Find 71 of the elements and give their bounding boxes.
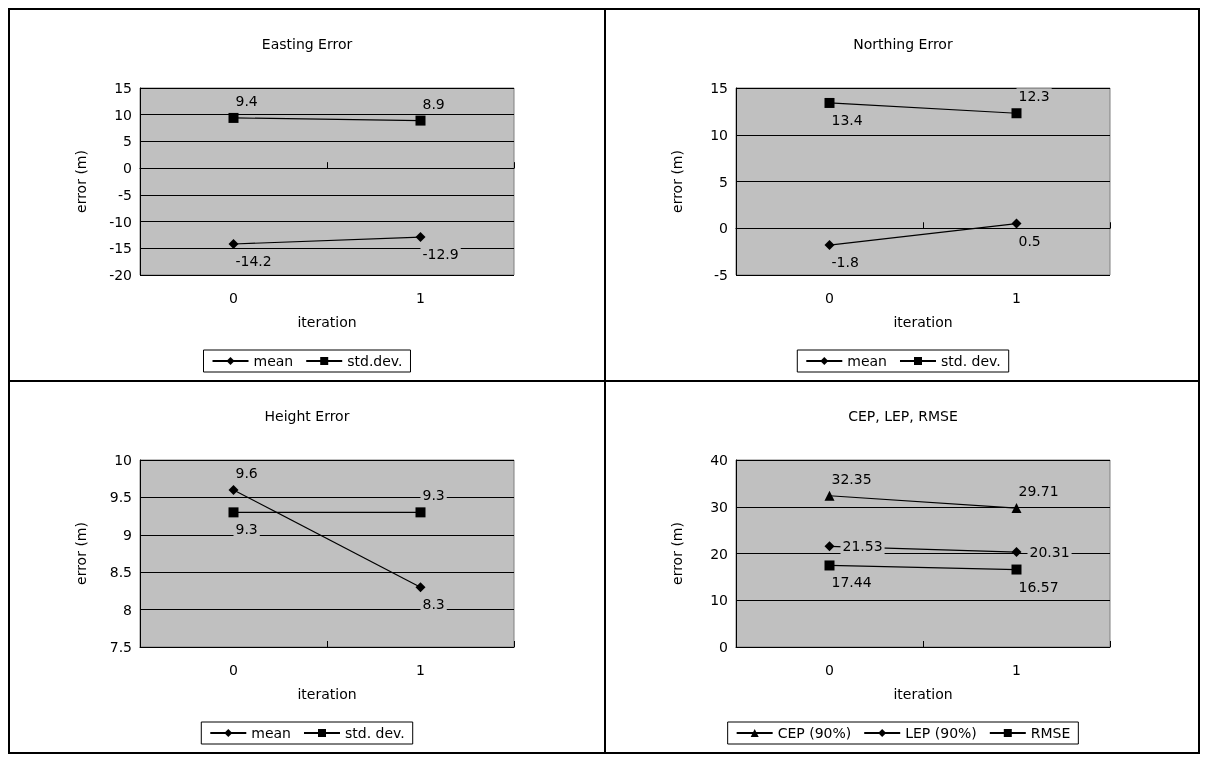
data-label: 32.35 [831,470,872,487]
y-tick-label: 5 [123,133,132,150]
x-axis-title: iteration [297,314,357,330]
data-label: 9.4 [235,92,258,109]
y-tick-label: 10 [710,126,728,143]
x-axis-title: iteration [893,686,953,702]
legend-label: mean [847,353,887,369]
chart-title: Easting Error [261,36,353,52]
data-label: 8.9 [422,95,445,112]
data-label: 0.5 [1018,232,1041,249]
chart-title: CEP, LEP, RMSE [848,408,958,424]
y-tick-label: 0 [719,639,728,655]
x-axis-title: iteration [297,686,357,702]
x-tick-label: 1 [1012,290,1021,306]
legend-label: RMSE [1030,725,1071,741]
y-axis-title: error (m) [73,150,89,213]
y-tick-label: 7.5 [109,639,132,655]
y-tick-label: 10 [114,452,132,468]
y-tick-label: 30 [710,498,728,515]
x-tick-label: 1 [1012,662,1021,678]
legend-label: std.dev. [347,353,403,369]
y-tick-label: -15 [109,240,132,257]
x-tick-label: 0 [229,662,238,678]
legend-label: mean [253,353,294,369]
legend-label: std. dev. [940,353,1001,369]
y-tick-label: -5 [714,267,728,283]
data-label: -1.8 [831,254,859,271]
x-tick-label: 0 [229,290,238,306]
data-label: 8.3 [422,596,445,613]
x-axis-title: iteration [893,314,953,330]
data-label: 9.3 [422,487,445,504]
data-label: 29.71 [1018,483,1059,500]
y-tick-label: 40 [710,452,728,468]
y-tick-label: 15 [710,80,728,96]
y-axis-title: error (m) [669,150,685,213]
data-label: 9.6 [235,464,258,481]
legend-label: LEP (90%) [905,725,977,741]
x-tick-label: 0 [825,662,834,678]
y-tick-label: 9 [123,526,132,543]
y-tick-label: -20 [109,267,132,283]
data-label: 17.44 [831,574,872,591]
y-axis-title: error (m) [669,522,685,585]
x-tick-label: 1 [416,662,425,678]
data-label: 12.3 [1018,88,1050,105]
data-label: -12.9 [422,246,459,263]
y-tick-label: 0 [719,220,728,237]
y-tick-label: -10 [109,213,132,230]
y-tick-label: 8 [123,601,132,618]
legend-label: mean [251,725,291,741]
legend-label: std. dev. [344,725,405,741]
chart-title: Northing Error [853,36,953,52]
chart-title: Height Error [264,408,350,424]
y-tick-label: 10 [710,592,728,609]
data-label: -14.2 [235,253,272,270]
x-tick-label: 1 [416,290,425,306]
y-tick-label: 20 [710,545,728,562]
data-label: 13.4 [831,111,863,128]
data-label: 16.57 [1018,578,1059,595]
y-tick-label: 5 [719,173,728,190]
y-tick-label: 15 [114,80,132,96]
data-label: 9.3 [235,521,258,538]
y-tick-label: 8.5 [109,564,132,581]
y-axis-title: error (m) [73,522,89,585]
data-label: 20.31 [1029,544,1070,561]
legend-label: CEP (90%) [777,725,852,741]
x-tick-label: 0 [825,290,834,306]
y-tick-label: -5 [118,186,132,203]
y-tick-label: 9.5 [109,489,132,506]
y-tick-label: 10 [114,106,132,123]
y-tick-label: 0 [123,160,132,177]
data-label: 21.53 [842,538,883,555]
